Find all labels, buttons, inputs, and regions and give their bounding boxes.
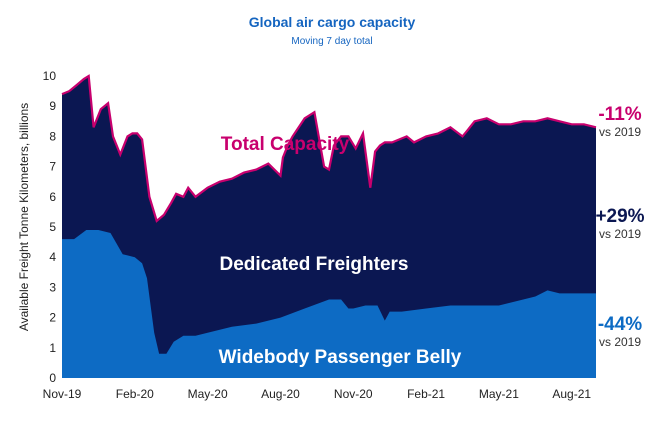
y-tick-label: 10 bbox=[43, 69, 57, 83]
y-axis-ticks: 0 1 2 3 4 5 6 7 8 9 10 bbox=[43, 69, 57, 385]
x-tick-label: May-20 bbox=[188, 387, 228, 401]
y-tick-label: 0 bbox=[49, 371, 56, 385]
y-tick-label: 6 bbox=[49, 190, 56, 204]
belly-change-note: vs 2019 bbox=[599, 335, 641, 349]
y-tick-label: 8 bbox=[49, 129, 56, 143]
x-tick-label: Nov-19 bbox=[43, 387, 82, 401]
total-change-value: -11% bbox=[598, 104, 641, 125]
belly-change-value: -44% bbox=[598, 314, 642, 335]
y-tick-label: 7 bbox=[49, 160, 56, 174]
freighter-change-value: +29% bbox=[595, 206, 644, 227]
x-tick-label: May-21 bbox=[479, 387, 519, 401]
dedicated-freighters-area bbox=[62, 76, 596, 378]
widebody-belly-area bbox=[62, 230, 596, 378]
x-tick-label: Nov-20 bbox=[334, 387, 373, 401]
x-tick-label: Aug-21 bbox=[552, 387, 591, 401]
x-axis-ticks: Nov-19 Feb-20 May-20 Aug-20 Nov-20 Feb-21 May-… bbox=[43, 387, 592, 401]
y-tick-label: 9 bbox=[49, 99, 56, 113]
total-change-note: vs 2019 bbox=[599, 125, 641, 139]
y-tick-label: 2 bbox=[49, 311, 56, 325]
widebody-belly-label: Widebody Passenger Belly bbox=[219, 347, 462, 368]
x-tick-label: Feb-21 bbox=[407, 387, 445, 401]
y-tick-label: 5 bbox=[49, 220, 56, 234]
freighter-change-note: vs 2019 bbox=[599, 227, 641, 241]
chart-title: Global air cargo capacity bbox=[249, 14, 416, 30]
chart-subtitle: Moving 7 day total bbox=[291, 36, 372, 47]
total-capacity-line bbox=[61, 74, 597, 223]
dedicated-freighters-label: Dedicated Freighters bbox=[220, 254, 409, 275]
total-capacity-label: Total Capacity bbox=[221, 134, 350, 155]
y-tick-label: 3 bbox=[49, 280, 56, 294]
plot-areas bbox=[61, 74, 597, 378]
y-axis-label: Available Freight Tonne Kilometers, bill… bbox=[17, 103, 31, 331]
y-tick-label: 4 bbox=[49, 250, 56, 264]
x-tick-label: Feb-20 bbox=[116, 387, 154, 401]
y-tick-label: 1 bbox=[49, 341, 56, 355]
x-tick-label: Aug-20 bbox=[261, 387, 300, 401]
